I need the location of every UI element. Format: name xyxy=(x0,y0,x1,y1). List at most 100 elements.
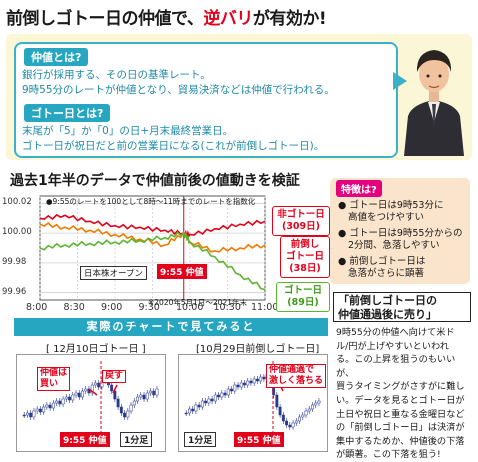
candle xyxy=(61,398,65,405)
candle xyxy=(51,402,55,409)
candle xyxy=(317,400,321,404)
feature-1-line2: 高値をつけやすい xyxy=(348,212,425,223)
feature-1-line1: ● ゴトー日は9時53分に xyxy=(338,200,444,211)
candle xyxy=(243,382,246,386)
candle xyxy=(281,414,285,422)
features-tag: 特徴は? xyxy=(336,180,382,197)
candle xyxy=(126,410,130,418)
candle xyxy=(252,378,256,384)
candle xyxy=(142,394,146,400)
candle xyxy=(136,396,139,402)
candle xyxy=(262,376,266,380)
candle xyxy=(207,398,211,404)
candle xyxy=(152,390,156,396)
series-name-early-gotobi-1: 前倒し xyxy=(290,239,320,250)
candle xyxy=(29,412,33,418)
candle xyxy=(48,404,52,409)
series-name-gotobi: ゴトー日 xyxy=(283,285,322,296)
candle xyxy=(220,392,224,398)
series-line-1 xyxy=(39,221,266,253)
candle xyxy=(275,394,279,408)
candle xyxy=(217,394,221,398)
candle xyxy=(32,410,36,418)
candle xyxy=(132,400,136,406)
features-list: ● ゴトー日は9時53分に 高値をつけやすい ● ゴトー日は9時55分からの 2… xyxy=(338,200,468,280)
candle xyxy=(204,400,208,404)
candle xyxy=(77,392,81,398)
feature-item: ● 前倒しゴトー日は 急落がさらに顕著 xyxy=(338,256,468,280)
candle xyxy=(239,382,243,388)
candle xyxy=(194,404,198,412)
answer-nakane-line2: 9時55分のレートが仲値となり、貿易決済などは仲値で行われる。 xyxy=(22,84,335,96)
candle xyxy=(210,398,214,402)
candle xyxy=(288,424,292,428)
speech-bubble-tail xyxy=(393,72,407,90)
headline-part1: 前倒しゴトー日の仲値で、 xyxy=(6,9,204,29)
y-tick-label: 100.02 xyxy=(2,197,32,208)
candle xyxy=(129,404,133,412)
y-tick-label: 100.00 xyxy=(2,227,32,238)
candle xyxy=(90,384,94,394)
candle xyxy=(259,376,263,382)
series-label-early-gotobi: 前倒し ゴトー日 (38日) xyxy=(280,236,330,278)
candle xyxy=(25,412,29,416)
series-label-non-gotobi: 非ゴトー日 (309日) xyxy=(272,206,330,236)
body-line: 9時55分の仲値へ向けて米ド xyxy=(336,327,455,338)
presenter-photo xyxy=(404,50,464,156)
right-title-line1: 「前倒しゴトー日の xyxy=(338,294,437,307)
body-line: 集中するためか、仲値後の下落 xyxy=(336,435,465,447)
candle xyxy=(110,384,114,392)
candle xyxy=(45,404,49,408)
candle xyxy=(200,400,204,408)
label-nakane-left: 9:55 仲値 xyxy=(60,432,110,447)
candle xyxy=(119,406,123,414)
feature-2-line2: 2分間、急落しやすい xyxy=(348,240,440,251)
candle xyxy=(226,388,230,396)
y-tick-label: 99.98 xyxy=(2,256,27,267)
candle xyxy=(311,404,314,410)
candle xyxy=(84,388,88,392)
candle xyxy=(278,406,282,416)
annotation-sharp-drop: 仲値通過で 激しく落ちる xyxy=(266,364,327,388)
candle xyxy=(236,384,240,388)
candle xyxy=(22,414,26,417)
question-gotobi: ゴトー日とは? xyxy=(24,104,111,122)
series-name-early-gotobi-2: ゴトー日 xyxy=(285,251,324,262)
candle xyxy=(314,402,318,406)
body-line: 買うタイミングがさすがに難し xyxy=(336,381,465,393)
candle xyxy=(246,380,250,386)
bottom-banner: 実際のチャートで見てみると xyxy=(14,318,328,336)
candle xyxy=(184,412,188,415)
x-tick-label: 10:30 xyxy=(213,302,241,313)
candle xyxy=(155,388,159,396)
candle xyxy=(81,390,84,398)
answer-gotobi-line1: 末尾が「5」か「0」の日+月末最終営業日。 xyxy=(22,125,234,137)
body-line: の「前倒しゴトー日」は決済が xyxy=(336,422,465,434)
candle xyxy=(87,388,91,394)
candle xyxy=(304,410,308,416)
candle xyxy=(71,394,75,401)
x-tick-label: 8:00 xyxy=(26,302,48,313)
annotation-rebound: 戻す xyxy=(102,370,127,383)
x-tick-label: 9:30 xyxy=(138,302,160,313)
candle xyxy=(97,382,101,388)
question-nakane: 仲値とは? xyxy=(24,48,89,66)
candle xyxy=(233,384,237,392)
x-tick-label: 9:00 xyxy=(101,302,123,313)
candle xyxy=(64,396,68,400)
body-line: い。データを見るとゴトー日が xyxy=(336,394,465,406)
answer-nakane-line1: 銀行が採用する、その日の基準レート。 xyxy=(22,69,211,81)
x-tick-label: 11:00 xyxy=(251,302,279,313)
feature-item: ● ゴトー日は9時53分に 高値をつけやすい xyxy=(338,200,468,224)
candle xyxy=(113,390,117,400)
candle xyxy=(249,380,253,384)
x-tick-label: 10:00 xyxy=(176,302,204,313)
candle xyxy=(223,392,227,396)
candle xyxy=(230,388,233,392)
index-chart xyxy=(39,195,266,301)
series-label-gotobi: ゴトー日 (89日) xyxy=(276,282,330,312)
candle xyxy=(58,400,62,405)
right-title-line2: 仲値通過後に売り」 xyxy=(338,308,437,321)
right-caption: [10月29日前倒しゴトー日] xyxy=(196,344,320,355)
series-count-gotobi: (89日) xyxy=(287,297,319,308)
